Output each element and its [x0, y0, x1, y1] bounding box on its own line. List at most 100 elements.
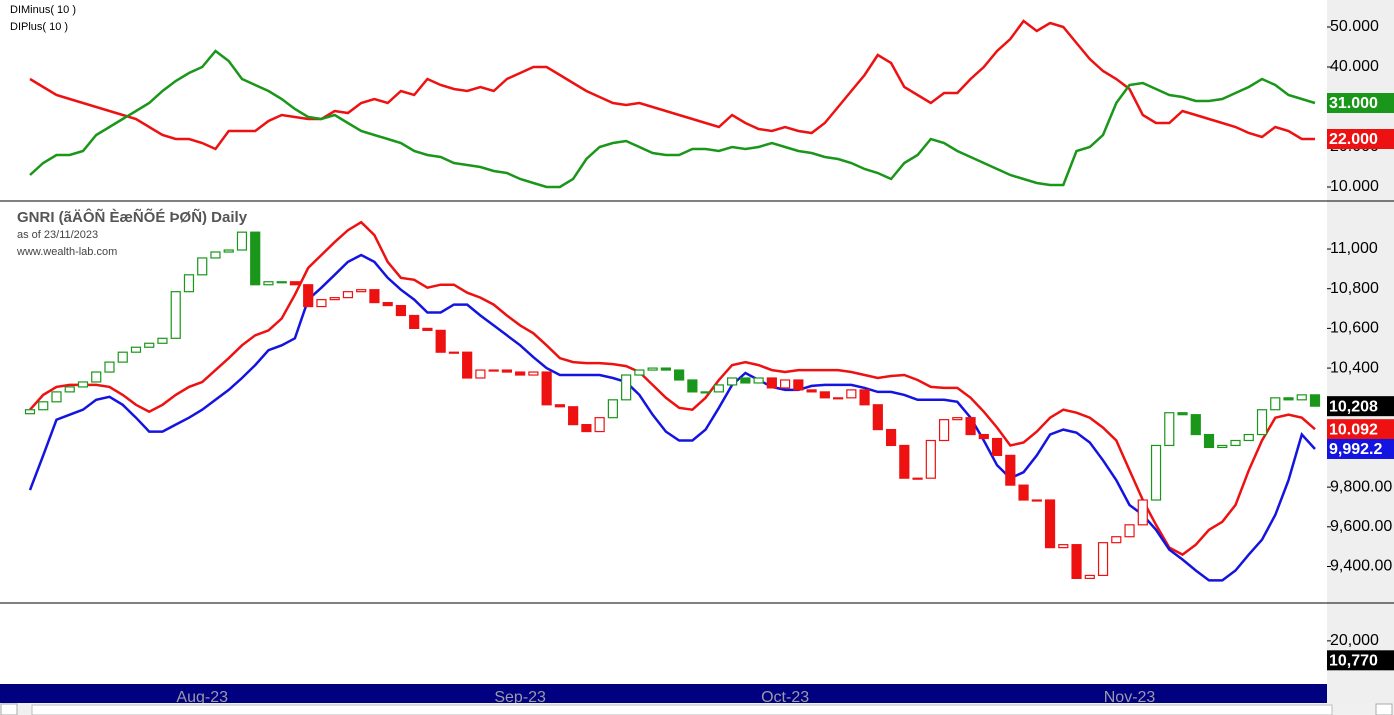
candle — [700, 391, 711, 394]
candle — [157, 337, 168, 344]
value-label-box — [1327, 129, 1394, 149]
chart-subtitle: as of 23/11/2023 — [17, 229, 98, 241]
candle — [1084, 574, 1095, 579]
candle — [488, 369, 499, 372]
y-tick-label: 50.000 — [1330, 18, 1379, 35]
scroll-thumb[interactable] — [31, 704, 1333, 715]
value-label-box — [1327, 419, 1394, 440]
candle — [965, 417, 976, 436]
candle — [1283, 397, 1294, 401]
candle — [1031, 499, 1042, 502]
x-tick-label: Aug-23 — [176, 689, 228, 706]
y-tick-label: 10,400 — [1330, 359, 1379, 376]
y-tick-label: 9,800.00 — [1330, 478, 1392, 495]
candle — [303, 284, 314, 308]
candle — [210, 251, 221, 259]
y-tick-label: 10,800 — [1330, 280, 1379, 297]
candle — [38, 401, 49, 411]
candle — [925, 439, 936, 479]
candle — [515, 371, 526, 376]
x-tick-label: Oct-23 — [761, 689, 809, 706]
legend-label: DIPlus( 10 ) — [10, 21, 68, 33]
value-label-box — [1327, 650, 1394, 671]
candle — [197, 257, 208, 276]
candle — [819, 391, 830, 399]
candle — [1058, 544, 1069, 549]
candle — [395, 304, 407, 317]
candle — [1124, 524, 1135, 538]
candle — [541, 371, 552, 406]
candle — [832, 397, 844, 400]
line — [29, 19, 1315, 151]
candle — [528, 371, 539, 376]
candle — [846, 389, 857, 399]
value-label: 31.000 — [1329, 95, 1378, 112]
candle — [263, 281, 274, 286]
candle — [1150, 444, 1162, 501]
candle — [501, 369, 513, 373]
candle — [647, 367, 658, 371]
candle — [621, 374, 632, 401]
y-tick-label: 20,000 — [1330, 632, 1379, 649]
x-axis-bar — [0, 684, 1327, 703]
scroll-right[interactable] — [1375, 703, 1393, 715]
candle — [91, 371, 102, 383]
candle — [766, 377, 777, 389]
candle — [899, 444, 910, 479]
candle — [117, 351, 128, 363]
candle — [1296, 394, 1307, 401]
line — [28, 253, 1316, 582]
candle — [806, 389, 817, 393]
candle — [793, 379, 804, 391]
candle — [236, 231, 248, 251]
candle — [356, 289, 367, 293]
legend-label: DIMinus( 10 ) — [10, 4, 76, 16]
y-tick-label: 9,400.00 — [1330, 558, 1392, 575]
candle — [170, 291, 181, 339]
axis-panel — [1327, 0, 1394, 703]
y-tick-label: 9,600.00 — [1330, 518, 1392, 535]
candle — [885, 428, 897, 447]
scrollbar[interactable] — [0, 703, 1394, 715]
candle — [276, 281, 287, 284]
candle — [462, 351, 473, 379]
candle — [780, 379, 791, 389]
candle — [581, 424, 592, 433]
candle — [991, 437, 1003, 456]
candle — [223, 249, 234, 253]
candle — [64, 386, 75, 393]
candle — [554, 404, 565, 408]
candle — [1097, 542, 1109, 577]
candle — [289, 281, 301, 286]
scroll-left[interactable] — [0, 703, 18, 715]
candle — [24, 409, 36, 415]
candle — [1071, 544, 1082, 579]
candle — [1243, 433, 1254, 442]
candle — [859, 389, 870, 406]
value-label: 10,208 — [1329, 398, 1378, 415]
y-tick-label: 11,000 — [1330, 240, 1378, 257]
candle — [51, 391, 62, 403]
candle — [382, 301, 393, 307]
candle — [475, 369, 486, 379]
candle — [369, 289, 380, 304]
candle — [713, 384, 724, 393]
candle — [409, 314, 420, 329]
candle — [435, 329, 446, 353]
candle — [1044, 499, 1056, 549]
candle — [329, 297, 340, 301]
value-label-box — [1327, 438, 1394, 459]
candle — [1203, 433, 1215, 449]
candle — [753, 377, 764, 384]
candle — [1164, 412, 1175, 447]
x-tick-label: Sep-23 — [494, 689, 546, 706]
candle — [1111, 536, 1122, 544]
candle — [316, 299, 327, 308]
candle — [1217, 444, 1228, 449]
candle — [104, 361, 115, 373]
candle — [978, 433, 989, 440]
candle — [687, 379, 698, 393]
annotation: www.wealth-lab.com — [16, 246, 117, 258]
candle — [634, 369, 645, 376]
